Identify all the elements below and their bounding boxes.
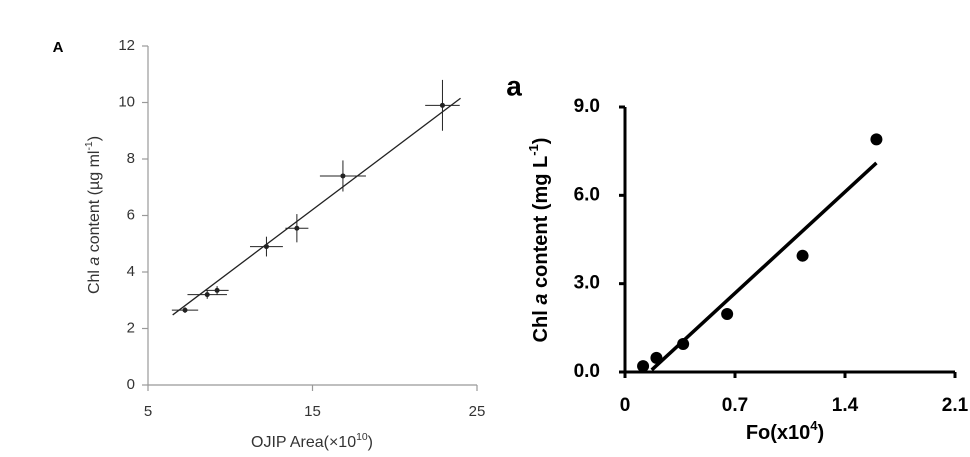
x-tick-label: 5: [144, 403, 152, 420]
y-tick-label: 0.0: [574, 361, 600, 382]
x-tick-label: 25: [469, 403, 486, 420]
x-tick-label: 0.7: [722, 395, 748, 416]
x-tick-label: 15: [304, 403, 321, 420]
axis-title-part: a: [530, 294, 552, 305]
y-axis-title: Chl a content (µg ml-1): [84, 136, 103, 294]
axis-title-part: 4: [810, 418, 818, 433]
axis-title-part: ): [530, 138, 552, 145]
data-point: [637, 360, 650, 373]
data-point: [214, 287, 220, 293]
y-tick-label: 9.0: [574, 96, 600, 117]
panel-label: A: [53, 39, 64, 56]
data-point: [796, 249, 809, 262]
axis-title-part: -1: [84, 141, 95, 150]
fit-line: [172, 97, 461, 316]
data-point: [870, 133, 883, 146]
data-point: [677, 338, 690, 351]
axis-title-part: Chl: [86, 266, 103, 294]
x-axis-title: OJIP Area(×1010): [251, 432, 373, 451]
axis-title-part: ): [818, 422, 825, 444]
y-tick-label: 2: [127, 319, 135, 336]
y-tick-label: 10: [118, 93, 135, 110]
y-tick-label: 8: [127, 150, 135, 167]
panel-label: a: [506, 70, 522, 101]
axis-title-part: 10: [356, 432, 368, 443]
x-tick-label: 2.1: [942, 395, 969, 416]
axis-title-part: Chl: [530, 305, 552, 343]
data-point: [294, 225, 300, 231]
axis-title-part: ): [368, 434, 373, 451]
y-tick-label: 0: [127, 376, 135, 393]
axis-title-part: Fo(x10: [746, 422, 810, 444]
axis-title-part: content (µg ml: [86, 151, 103, 257]
y-axis-title: Chl a content (mg L-1): [526, 138, 552, 343]
data-point: [439, 102, 445, 108]
y-tick-label: 6.0: [574, 184, 600, 205]
axis-title-part: a: [86, 257, 103, 266]
data-point: [182, 307, 188, 313]
y-tick-label: 6: [127, 206, 135, 223]
y-tick-label: 3.0: [574, 273, 600, 294]
axis-title-part: ): [86, 136, 103, 141]
x-axis-title: Fo(x104): [746, 418, 824, 444]
data-point: [721, 307, 734, 320]
data-point: [340, 173, 346, 179]
x-tick-label: 0: [620, 395, 631, 416]
y-tick-label: 4: [127, 263, 135, 280]
axis-title-part: -1: [526, 144, 541, 156]
data-point: [204, 292, 210, 298]
axis-title-part: content (mg L: [530, 156, 552, 294]
y-tick-label: 12: [118, 37, 135, 54]
x-tick-label: 1.4: [832, 395, 859, 416]
axis-title-part: OJIP Area(×10: [251, 434, 356, 451]
fit-line: [650, 161, 878, 372]
